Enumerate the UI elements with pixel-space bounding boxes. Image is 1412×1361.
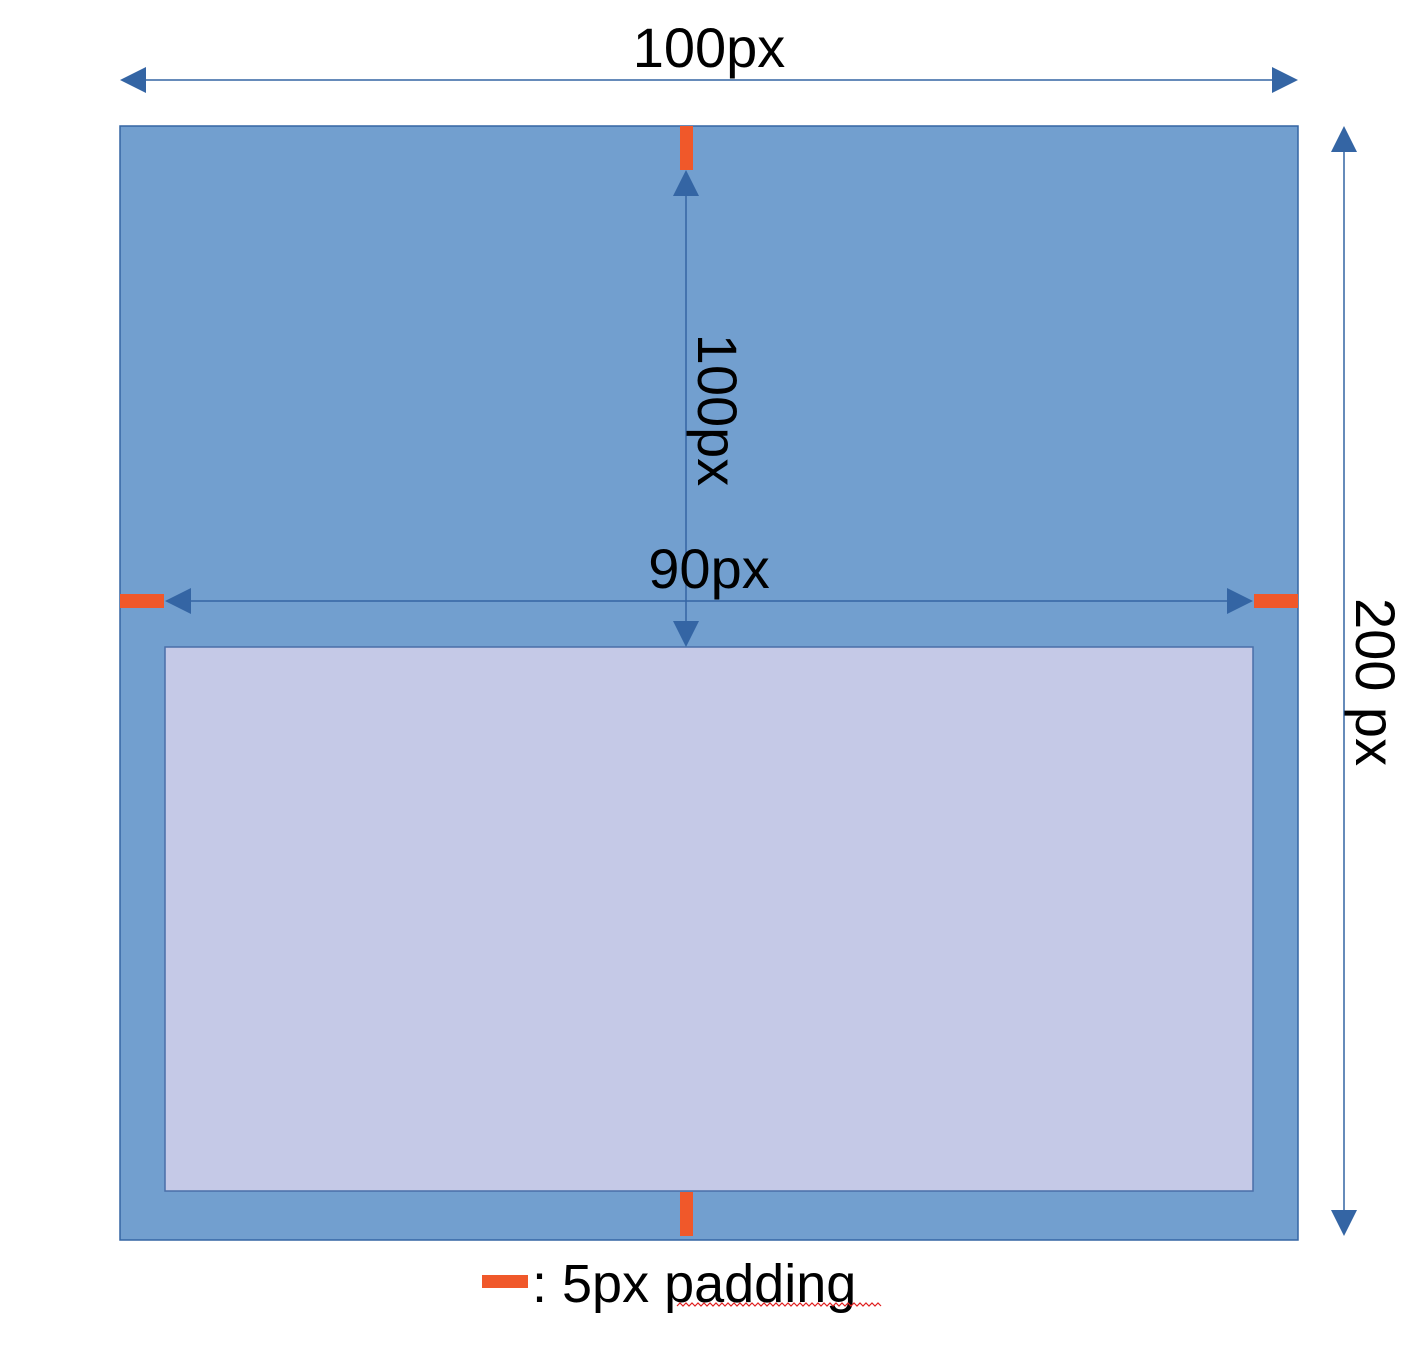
padding-marker-bottom xyxy=(680,1192,693,1236)
top-height-label: 100px xyxy=(686,334,749,487)
outer-width-label: 100px xyxy=(633,16,786,79)
padding-marker-left xyxy=(120,594,164,608)
inner-box xyxy=(164,646,1254,1192)
top-height-arrow xyxy=(673,170,699,647)
inner-width-label: 90px xyxy=(648,537,769,600)
outer-height-label: 200 px xyxy=(1344,598,1407,766)
legend-padding-swatch xyxy=(482,1275,528,1288)
padding-marker-top xyxy=(680,126,693,170)
padding-marker-right xyxy=(1254,594,1298,608)
legend-label: : 5px padding xyxy=(532,1254,856,1314)
outer-width-arrow xyxy=(120,67,1298,93)
outer-height-arrow xyxy=(1331,126,1357,1236)
spellcheck-underline xyxy=(676,1302,882,1307)
inner-width-arrow xyxy=(165,588,1253,614)
